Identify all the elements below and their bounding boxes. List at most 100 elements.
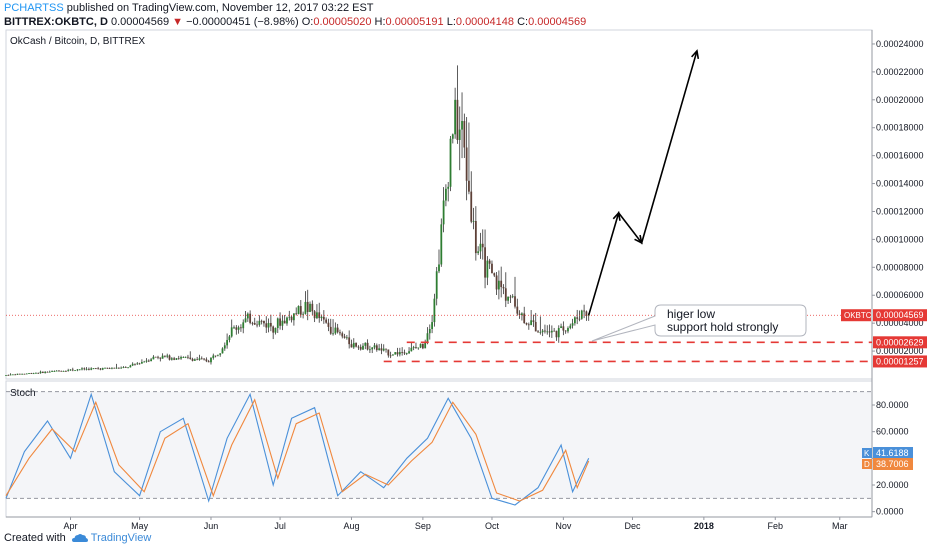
time-tick-label: Feb <box>768 521 784 531</box>
candle-body <box>507 296 509 301</box>
candle-body <box>269 322 272 327</box>
candle-body <box>573 317 576 324</box>
callout-line-2: support hold strongly <box>667 320 778 334</box>
candle-body <box>435 271 438 299</box>
candle-body <box>357 346 360 348</box>
candle-body <box>122 367 125 368</box>
candle-body <box>101 368 104 370</box>
candle-body <box>157 356 159 358</box>
candle-body <box>145 360 148 362</box>
candle-body <box>251 322 254 324</box>
stoch-series-letter-bg <box>862 448 872 458</box>
candle-body <box>198 358 201 360</box>
price-tick-label: 0.00008000 <box>876 262 924 272</box>
candle-body <box>200 358 203 360</box>
projection-arrowhead <box>634 234 643 245</box>
symbol-tag-label: OKBTC <box>844 311 872 320</box>
candle-body <box>440 224 443 265</box>
candle-body <box>525 323 528 325</box>
time-tick-label: May <box>131 521 149 531</box>
change-value: −0.00000451 (−8.98%) <box>186 16 299 28</box>
candle-body <box>170 358 173 360</box>
candle-body <box>557 328 560 338</box>
candle-body <box>196 359 199 361</box>
tradingview-logo[interactable]: TradingView <box>71 532 151 544</box>
candle-body <box>228 336 231 340</box>
candle-body <box>226 339 229 346</box>
candle-body <box>230 327 233 337</box>
candle-body <box>380 348 383 351</box>
candle-body <box>168 355 171 360</box>
candle-body <box>127 367 129 369</box>
candle-body <box>532 320 535 322</box>
open-value: 0.00005020 <box>313 16 372 28</box>
published-text: published on TradingView.com, November 1… <box>66 2 374 14</box>
candle-body <box>316 312 318 319</box>
candle-body <box>240 327 242 329</box>
candle-body <box>518 313 521 316</box>
candle-body <box>539 332 542 333</box>
candle-body <box>274 327 277 333</box>
candle-body <box>382 348 385 351</box>
candle-body <box>530 320 533 326</box>
candle-body <box>30 373 33 374</box>
candle-body <box>486 260 489 278</box>
last-price-tag-label: 0.00004569 <box>876 310 924 320</box>
candle-body <box>260 320 263 322</box>
candle-body <box>117 367 120 369</box>
candle-body <box>325 319 328 323</box>
stoch-tick-label: 20.0000 <box>876 480 909 490</box>
support-level-tag-bg <box>873 355 927 368</box>
candle-body <box>309 303 311 312</box>
candle-body <box>306 301 309 312</box>
candle-body <box>92 368 95 370</box>
candle-body <box>32 373 35 375</box>
projection-arrowhead <box>612 211 621 221</box>
candle-body <box>173 358 176 360</box>
candle-body <box>283 320 286 324</box>
candle-body <box>488 260 491 264</box>
author-link[interactable]: PCHARTSS <box>4 2 64 14</box>
candle-body <box>495 275 498 290</box>
candle-body <box>523 313 526 324</box>
candle-body <box>44 371 47 373</box>
candle-body <box>343 336 346 338</box>
candle-body <box>219 353 222 355</box>
candle-body <box>458 129 461 140</box>
candle-body <box>364 342 367 346</box>
candle-body <box>161 355 164 359</box>
candle-body <box>371 347 374 350</box>
time-tick-label: Aug <box>343 521 359 531</box>
candle-body <box>585 311 588 316</box>
candle-body <box>322 316 325 320</box>
candle-body <box>571 323 574 326</box>
candle-body <box>424 341 427 349</box>
candle-body <box>454 99 457 135</box>
candle-body <box>362 345 364 350</box>
stoch-series-line <box>5 398 590 502</box>
time-tick-label: Oct <box>485 521 500 531</box>
candle-body <box>115 367 118 369</box>
candle-body <box>154 356 157 358</box>
candle-body <box>375 345 378 351</box>
candle-body <box>41 371 44 373</box>
candle-body <box>493 273 496 276</box>
candle-body <box>134 363 136 365</box>
candle-body <box>580 310 583 319</box>
callout-line-1: higer low <box>667 307 715 321</box>
candle-body <box>272 326 275 333</box>
candle-body <box>147 360 150 362</box>
candle-body <box>256 324 258 326</box>
price-tick-label: 0.00018000 <box>876 123 924 133</box>
candle-body <box>9 374 12 376</box>
candle-body <box>244 318 247 323</box>
candle-body <box>166 355 169 357</box>
candle-body <box>205 359 208 362</box>
candle-body <box>90 368 93 370</box>
candle-body <box>461 121 463 130</box>
low-value: 0.00004148 <box>455 16 515 28</box>
change-arrow-icon: ▼ <box>172 16 184 28</box>
candle-body <box>12 374 14 376</box>
candle-body <box>470 191 473 222</box>
